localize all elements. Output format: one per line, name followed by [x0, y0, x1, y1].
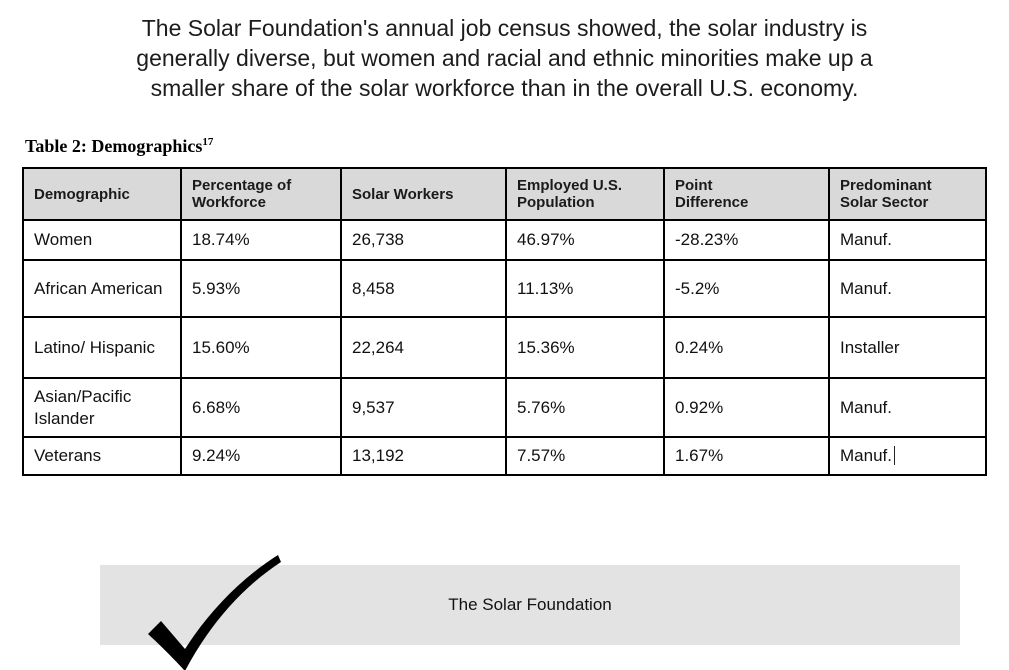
table-cell: 0.24% [663, 316, 830, 379]
column-header-percentage: Percentage of Workforce [180, 167, 342, 221]
column-header-predominant-sector: Predominant Solar Sector [828, 167, 987, 221]
table-cell: -5.2% [663, 259, 830, 318]
table-cell: Manuf. [828, 219, 987, 261]
table-cell: Installer [828, 316, 987, 379]
column-header-label: Demographic [34, 185, 130, 203]
column-header-employed-population: Employed U.S. Population [505, 167, 665, 221]
table-cell: Manuf. [828, 259, 987, 318]
table-row: Women 18.74% 26,738 46.97% -28.23% Manuf… [22, 219, 987, 261]
column-header-label: Predominant Solar Sector [840, 177, 932, 211]
table-cell: 11.13% [505, 259, 665, 318]
column-header-label: Employed U.S. Population [517, 177, 623, 211]
checkmark-icon [148, 555, 281, 670]
column-header-demographic: Demographic [22, 167, 182, 221]
table-cell: 9.24% [180, 436, 342, 476]
table-cell: Manuf. [828, 377, 987, 438]
table-cell: Women [22, 219, 182, 261]
text-cursor [893, 446, 895, 465]
intro-line: smaller share of the solar workforce tha… [150, 75, 859, 101]
table-cell: Veterans [22, 436, 182, 476]
table-row: Latino/ Hispanic 15.60% 22,264 15.36% 0.… [22, 316, 987, 379]
footnote-reference: 17 [202, 136, 214, 148]
table-cell: 5.76% [505, 377, 665, 438]
table-cell: African American [22, 259, 182, 318]
table-cell: 9,537 [340, 377, 507, 438]
table-row: Veterans 9.24% 13,192 7.57% 1.67% Manuf. [22, 436, 987, 476]
column-header-label: Solar Workers [352, 185, 454, 203]
table-cell: 15.36% [505, 316, 665, 379]
table-cell-text: Manuf. [840, 446, 892, 465]
column-header-solar-workers: Solar Workers [340, 167, 507, 221]
table-row: African American 5.93% 8,458 11.13% -5.2… [22, 259, 987, 318]
table-cell: 7.57% [505, 436, 665, 476]
table-cell: -28.23% [663, 219, 830, 261]
table-cell: 6.68% [180, 377, 342, 438]
column-header-label: Percentage of Workforce [192, 177, 292, 211]
table-cell: 15.60% [180, 316, 342, 379]
table-title-text: Table 2: Demographics [25, 136, 203, 156]
table-cell: 13,192 [340, 436, 507, 476]
table-cell: Asian/Pacific Islander [22, 377, 182, 438]
demographics-table: Demographic Percentage of Workforce Sola… [22, 167, 987, 476]
column-header-label: Point Difference [675, 177, 749, 211]
table-cell: 5.93% [180, 259, 342, 318]
intro-line: generally diverse, but women and racial … [136, 45, 873, 71]
column-header-point-difference: Point Difference [663, 167, 830, 221]
table-cell: 18.74% [180, 219, 342, 261]
answer-box[interactable]: The Solar Foundation [100, 555, 960, 670]
table-cell: 8,458 [340, 259, 507, 318]
table-cell: 0.92% [663, 377, 830, 438]
table-title: Table 2: Demographics17 [25, 136, 1009, 157]
table-header-row: Demographic Percentage of Workforce Sola… [22, 167, 987, 221]
table-row: Asian/Pacific Islander 6.68% 9,537 5.76%… [22, 377, 987, 438]
table-cell: 46.97% [505, 219, 665, 261]
table-cell: Latino/ Hispanic [22, 316, 182, 379]
intro-line: The Solar Foundation's annual job census… [141, 15, 868, 41]
table-cell: 1.67% [663, 436, 830, 476]
table-cell: Manuf. [828, 436, 987, 476]
table-cell: 26,738 [340, 219, 507, 261]
intro-text: The Solar Foundation's annual job census… [0, 0, 1009, 103]
answer-label: The Solar Foundation [448, 595, 612, 614]
table-cell: 22,264 [340, 316, 507, 379]
